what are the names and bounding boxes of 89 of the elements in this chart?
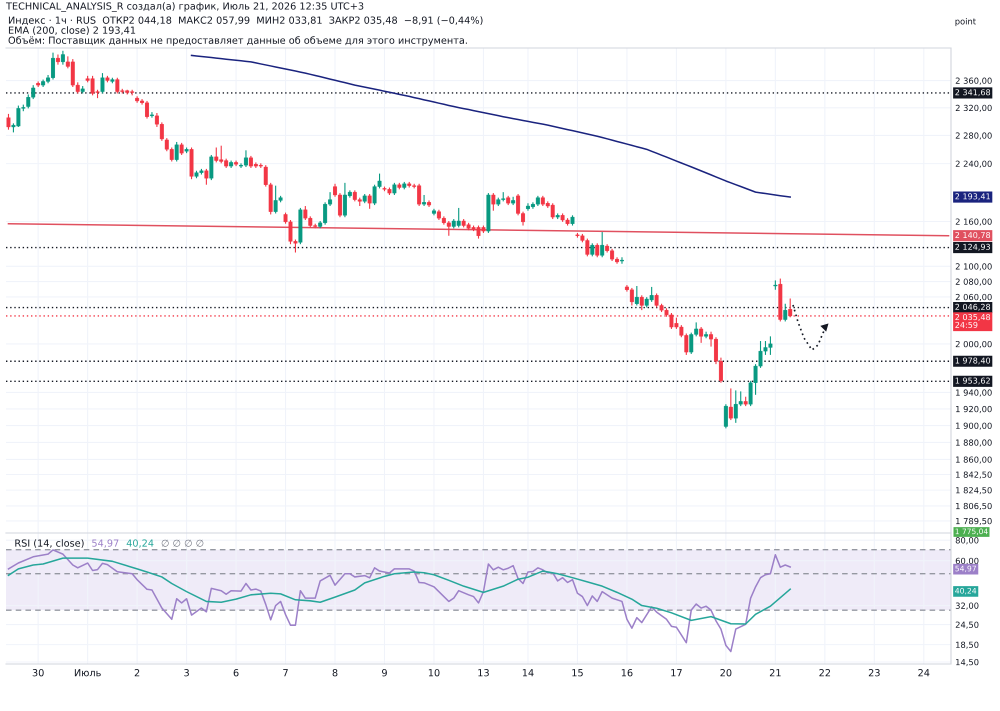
x-tick-label: 6 [234, 669, 239, 676]
candlestick [634, 285, 639, 306]
x-tick-label: 8 [332, 669, 338, 676]
x-tick-label: 3 [184, 669, 189, 676]
candlestick [60, 50, 65, 66]
y-tick-label: 1 880,00 [956, 439, 992, 447]
text: TECHNICAL_ANALYSIS_R создал(а) график, Июль 21, 2026 12:35 UTC+3 [6, 2, 364, 12]
line-series [190, 54, 791, 198]
annotation: 54,97 [92, 539, 118, 548]
y-tick-label: 24,50 [956, 622, 978, 629]
y-tick-label: 1 842,50 [956, 471, 992, 479]
y-tick-label: 14,50 [956, 658, 978, 666]
x-tick-label: 10 [428, 669, 440, 676]
candlestick [699, 326, 704, 344]
candlestick [368, 193, 372, 210]
candlestick [491, 192, 496, 212]
y-tick-label: 1 940,00 [956, 389, 992, 397]
candlestick [180, 142, 184, 156]
x-tick-label: 7 [283, 669, 288, 676]
text: EMA (200, close) 2 193,41 [8, 26, 136, 35]
candlestick [209, 154, 214, 181]
annotation: 40,24 [126, 539, 154, 548]
candlestick [392, 182, 396, 196]
candlestick [600, 232, 604, 258]
y-tick-label: 1 920,00 [956, 406, 992, 414]
candlestick [744, 396, 748, 407]
y-tick-label: 2 280,00 [956, 132, 992, 140]
annotation: ∅ ∅ ∅ ∅ [162, 540, 204, 547]
x-tick-label: 9 [382, 669, 387, 676]
text: 2 193,41 [955, 193, 990, 200]
candlestick [174, 141, 179, 162]
y-tick-label: 1 789,50 [956, 518, 992, 526]
ref-line-label: 2 124,93 [955, 244, 990, 251]
y-tick-label: 1 900,00 [956, 422, 992, 430]
text: RSI (14, close) [15, 539, 84, 548]
text: Объём: Поставщик данных не предоставляет данные об объеме для этого инструмента. [8, 36, 467, 46]
candlestick [6, 113, 10, 130]
ref-line-label: 2 341,68 [955, 89, 990, 96]
chart-title: Индекс · 1ч · RUS ОТКР2 044,18 МАКС2 057,99 МИН2 033,81 ЗАКР2 035,48 −8,91 (−0,44%) [8, 16, 483, 26]
candlestick [724, 404, 728, 429]
ref-line-label: 1 978,40 [956, 357, 990, 364]
y-tick-label: 2 100,00 [956, 263, 992, 270]
x-tick-label: 16 [622, 669, 633, 676]
y-tick-label: 80,00 [956, 537, 978, 544]
ref-line-label: 1 953,62 [956, 378, 990, 384]
candlestick [362, 193, 367, 204]
y-tick-label: 2 080,00 [956, 278, 992, 286]
candlestick [640, 294, 644, 311]
x-tick-label: 13 [478, 669, 489, 676]
candlestick [100, 72, 104, 94]
candlestick [590, 242, 594, 257]
x-tick-label: 15 [572, 669, 583, 676]
candlestick [56, 54, 60, 66]
y-tick-label: 18,50 [956, 642, 978, 649]
x-tick-label: 17 [671, 669, 682, 676]
ref-line-label: 2 046,28 [955, 304, 990, 311]
line-series [8, 549, 791, 652]
y-tick-label: 1 806,50 [956, 502, 992, 510]
candlestick [783, 303, 788, 322]
x-tick-label: 24 [918, 669, 930, 676]
x-tick-label: 14 [522, 669, 534, 676]
y-tick-label: 2 240,00 [956, 160, 992, 168]
y-tick-label: 2 160,00 [956, 218, 992, 226]
y-tick-label: 2 060,00 [956, 294, 992, 302]
y-tick-label: 1 824,50 [956, 487, 992, 494]
x-tick-label: 30 [32, 669, 44, 676]
x-tick-label: 21 [770, 669, 781, 676]
x-tick-label: 22 [819, 669, 830, 676]
candlestick [595, 242, 600, 258]
x-tick-label: 23 [868, 669, 880, 676]
y-tick-label: 2 320,00 [956, 104, 992, 112]
candlestick [773, 280, 778, 290]
candlestick [506, 195, 510, 206]
text: 2 140,78 [955, 232, 990, 239]
y-tick-label: 32,00 [956, 602, 978, 610]
y-tick-label: 1 860,00 [956, 456, 992, 464]
ref-line-label: 2 035,48 24:59 [955, 314, 990, 328]
y-tick-label: 60,00 [956, 558, 978, 565]
candlestick [728, 388, 733, 421]
candlestick [422, 194, 426, 207]
y-tick-label: 2 360,00 [956, 78, 992, 85]
y-tick-label: 2 000,00 [956, 340, 992, 348]
x-tick-label: 2 [134, 669, 140, 676]
candlestick [570, 214, 574, 226]
line-series [8, 557, 791, 625]
y-axis-title: point [956, 18, 976, 26]
candlestick [204, 168, 208, 186]
x-tick-label: Июль [74, 669, 101, 676]
x-tick-label: 20 [720, 669, 732, 676]
